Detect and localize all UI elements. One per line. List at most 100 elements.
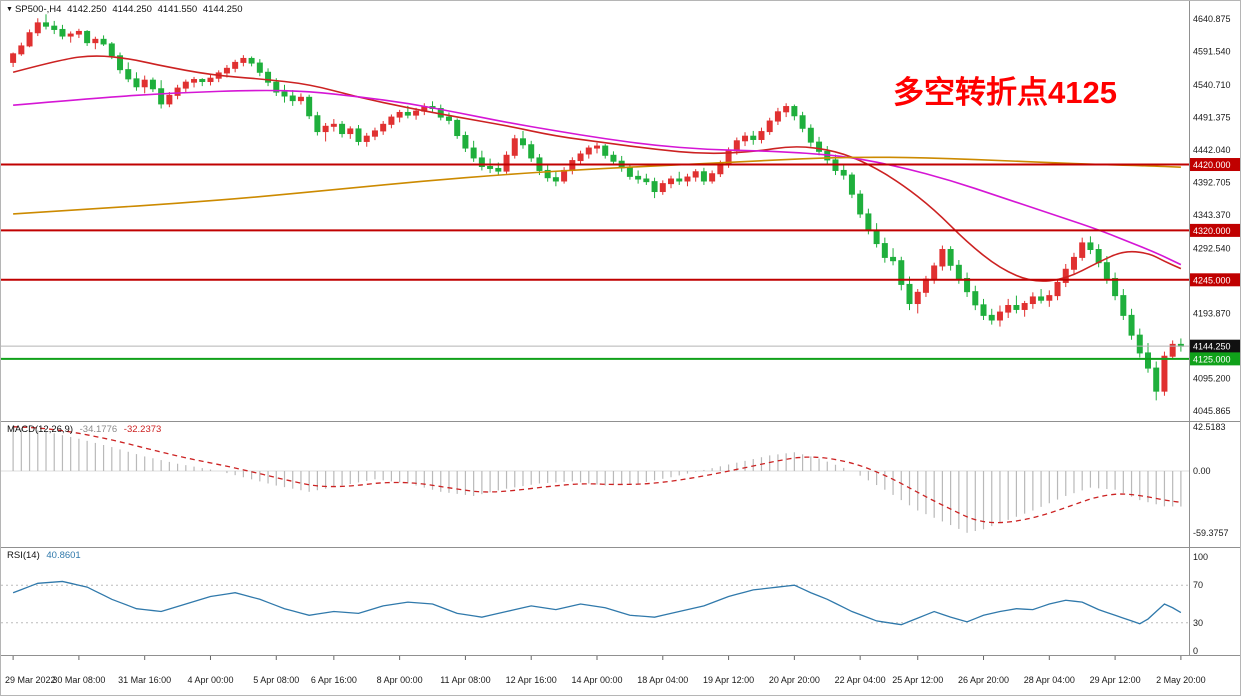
- candle-body: [758, 131, 765, 140]
- candle-body: [791, 106, 798, 117]
- candle-body: [297, 96, 304, 102]
- candle-body: [158, 88, 165, 105]
- candle-body: [766, 120, 773, 133]
- price-level-box-label: 4144.250: [1193, 342, 1231, 352]
- time-label: 30 Mar 08:00: [52, 675, 105, 685]
- candle-body: [182, 81, 189, 89]
- rsi-pane[interactable]: [1, 548, 1189, 655]
- price-level-box-label: 4125.000: [1193, 354, 1231, 364]
- candle-body: [1013, 305, 1020, 310]
- candle-body: [67, 33, 74, 37]
- rsi-tick-label: 30: [1193, 618, 1203, 628]
- price-level-box: [1190, 352, 1240, 366]
- candle-body: [1054, 281, 1061, 297]
- time-label: 6 Apr 16:00: [311, 675, 357, 685]
- candle-body: [330, 123, 337, 127]
- candle-body: [643, 178, 650, 183]
- candle-body: [511, 138, 518, 156]
- candle-body: [848, 174, 855, 195]
- candle-body: [371, 130, 378, 137]
- candle-body: [816, 141, 823, 152]
- time-label: 18 Apr 04:00: [637, 675, 688, 685]
- candle-body: [347, 128, 354, 135]
- candle-body: [964, 277, 971, 293]
- candle-body: [890, 256, 897, 262]
- time-label: 20 Apr 20:00: [769, 675, 820, 685]
- candle-body: [906, 283, 913, 305]
- candle-body: [626, 167, 633, 177]
- candle-body: [914, 291, 921, 305]
- time-label: 11 Apr 08:00: [440, 675, 490, 685]
- candle-body: [668, 178, 675, 185]
- candle-body: [996, 311, 1003, 321]
- candle-body: [1070, 256, 1077, 270]
- candle-body: [955, 264, 962, 279]
- candle-body: [528, 144, 535, 159]
- price-tick-label: 4392.705: [1193, 177, 1231, 187]
- candle-body: [774, 111, 781, 122]
- candle-body: [610, 154, 617, 162]
- candle-body: [281, 91, 288, 97]
- time-label: 19 Apr 12:00: [703, 675, 754, 685]
- candle-body: [503, 154, 510, 172]
- candle-body: [733, 140, 740, 152]
- candle-body: [750, 135, 757, 140]
- ohlc-close: 4144.250: [202, 4, 243, 15]
- annotation-text[interactable]: 多空转折点4125: [893, 75, 1117, 110]
- candle-body: [651, 181, 658, 193]
- time-label: 4 Apr 00:00: [187, 675, 233, 685]
- rsi-tick-label: 70: [1193, 580, 1203, 590]
- ohlc-low: 4141.550: [157, 4, 198, 15]
- symbol-header: ▼ SP500-,H4 4142.250 4144.250 4141.550 41…: [6, 4, 245, 15]
- rsi-tick-label: 100: [1193, 552, 1208, 562]
- price-level-box: [1190, 158, 1240, 172]
- candle-body: [676, 178, 683, 182]
- macd-main-value: -34.1776: [79, 424, 118, 435]
- price-tick-label: 4540.710: [1193, 80, 1231, 90]
- candle-body: [207, 77, 214, 83]
- candle-body: [799, 115, 806, 129]
- candle-body: [635, 175, 642, 180]
- candle-body: [939, 249, 946, 267]
- candle-body: [972, 291, 979, 306]
- candle-body: [380, 123, 387, 132]
- rsi-tick-label: 0: [1193, 646, 1198, 656]
- symbol-marker-icon: ▼: [6, 6, 13, 13]
- candle-body: [700, 171, 707, 182]
- candle-body: [289, 95, 296, 102]
- candle-body: [659, 183, 666, 193]
- time-label: 22 Apr 04:00: [835, 675, 886, 685]
- candle-body: [577, 153, 584, 162]
- candle-body: [1128, 314, 1135, 336]
- candle-body: [314, 115, 321, 133]
- price-tick-label: 4045.865: [1193, 406, 1231, 416]
- candle-body: [322, 125, 329, 133]
- candle-body: [865, 213, 872, 231]
- price-level-box: [1190, 339, 1240, 353]
- macd-tick-label: 0.00: [1193, 466, 1211, 476]
- candle-body: [133, 78, 140, 88]
- candle-body: [174, 87, 181, 96]
- candle-body: [18, 45, 25, 55]
- candle-body: [10, 53, 17, 63]
- time-label: 29 Apr 12:00: [1090, 675, 1141, 685]
- candle-body: [709, 173, 716, 182]
- candle-body: [1005, 305, 1012, 313]
- candle-body: [355, 128, 362, 142]
- candle-body: [1087, 242, 1094, 251]
- price-level-box: [1190, 223, 1240, 237]
- candle-body: [306, 96, 313, 117]
- candle-body: [470, 147, 477, 159]
- candle-body: [478, 157, 485, 167]
- candle-body: [1046, 295, 1053, 301]
- time-label: 31 Mar 16:00: [118, 675, 171, 685]
- candle-body: [100, 38, 107, 45]
- ohlc-open: 4142.250: [67, 4, 107, 15]
- candle-body: [602, 145, 609, 156]
- candle-body: [273, 81, 280, 93]
- candle-body: [931, 265, 938, 280]
- candle-body: [1153, 367, 1160, 392]
- time-label: 25 Apr 12:00: [892, 675, 943, 685]
- time-label: 14 Apr 00:00: [571, 675, 622, 685]
